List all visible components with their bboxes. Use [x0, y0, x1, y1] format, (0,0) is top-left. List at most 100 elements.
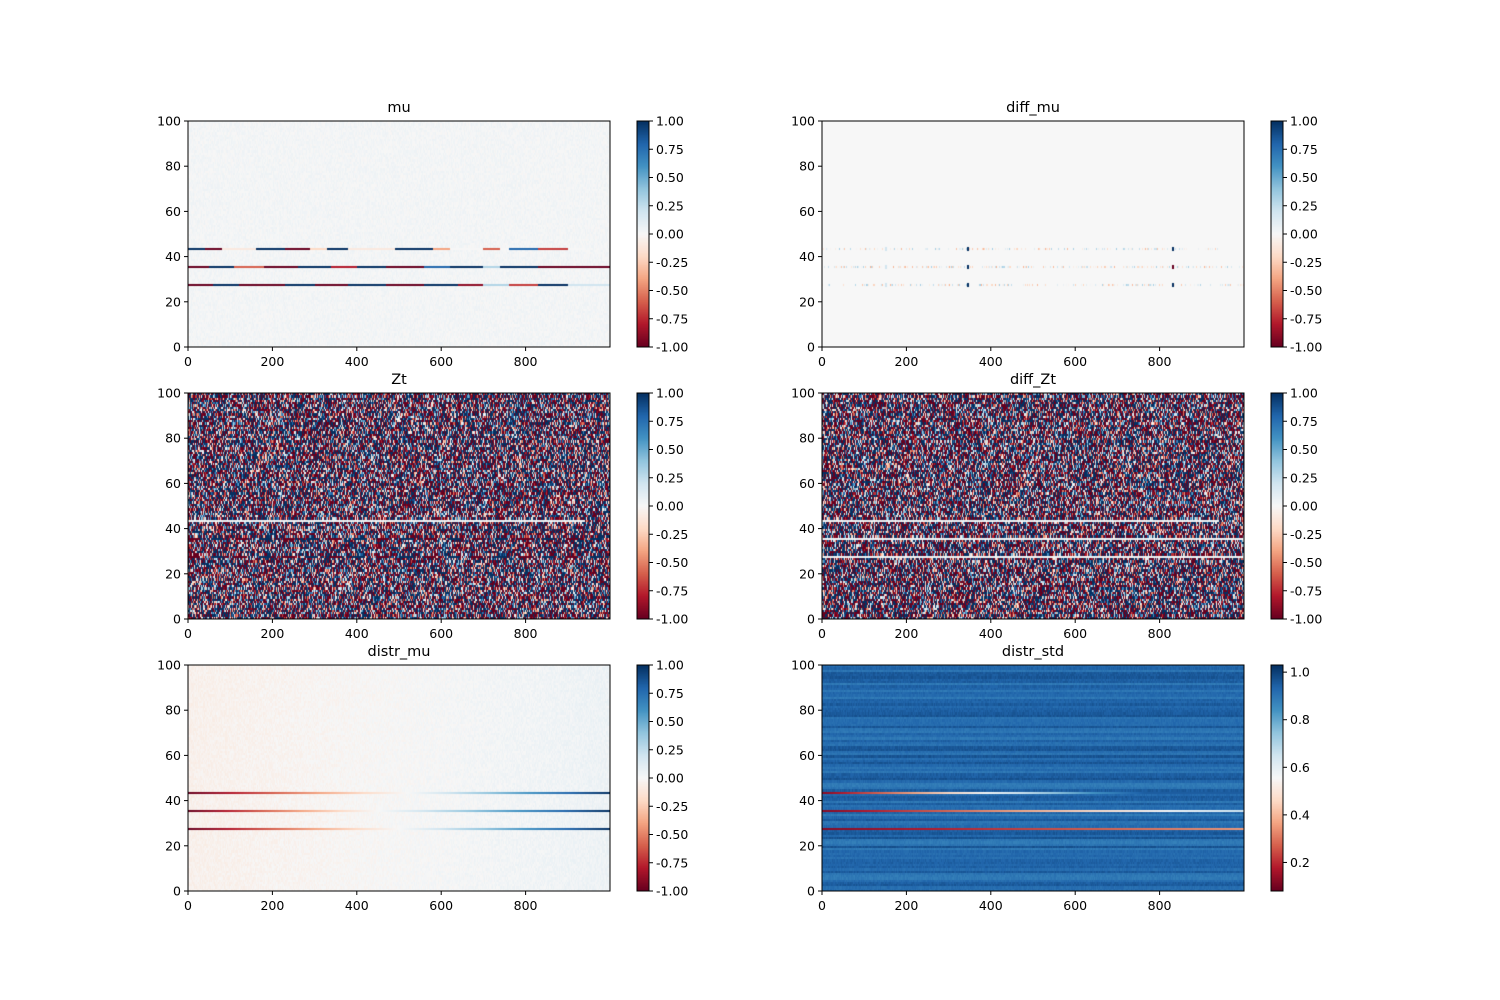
colorbar-gradient: [637, 121, 649, 347]
subplot-Zt: Zt 0 200 400 600 800 0 20 40 60 80 100 -1.00 -0.75 -0.…: [157, 372, 688, 641]
x-tick-label: 600: [1063, 626, 1087, 641]
colorbar-tick-label: 0.50: [656, 714, 684, 729]
colorbar-tick-label: 0.25: [656, 470, 684, 485]
subplot-mu: mu 0 200 400 600 800 0 20 40 60 80 100 -1.00 -0.75 -0.…: [157, 100, 688, 369]
colorbar-tick-label: -0.25: [1290, 255, 1322, 270]
subplot-distr_mu: distr_mu 0 200 400 600 800 0 20 40 60 80 100 -1.00 -0…: [157, 644, 688, 913]
heatmap-image: [822, 665, 1244, 891]
x-tick-label: 0: [818, 626, 826, 641]
colorbar-gradient: [1271, 665, 1283, 891]
x-tick-label: 200: [260, 898, 284, 913]
colorbar-tick-label: 0.00: [1290, 499, 1318, 514]
colorbar-tick-label: 0.75: [1290, 414, 1318, 429]
colorbar-tick-label: -0.25: [1290, 527, 1322, 542]
colorbar-tick-label: 0.25: [656, 198, 684, 213]
x-tick-label: 400: [979, 626, 1003, 641]
x-tick-label: 800: [514, 626, 538, 641]
colorbar: -1.00 -0.75 -0.50 -0.25 0.00 0.25 0.50 0.75 1.00: [636, 114, 688, 355]
colorbar: -1.00 -0.75 -0.50 -0.25 0.00 0.25 0.50 0.75 1.00: [636, 658, 688, 899]
y-tick-label: 20: [165, 838, 181, 853]
colorbar-tick-label: -1.00: [1290, 340, 1322, 355]
colorbar-tick-label: 0.00: [656, 499, 684, 514]
y-tick-label: 40: [799, 793, 815, 808]
colorbar-tick-label: -1.00: [656, 612, 688, 627]
x-tick-label: 600: [429, 354, 453, 369]
axes-frame: [187, 120, 611, 348]
colorbar-tick-label: -0.50: [656, 555, 688, 570]
x-tick-label: 400: [979, 898, 1003, 913]
colorbar-tick-label: -0.75: [1290, 311, 1322, 326]
x-tick-label: 200: [894, 354, 918, 369]
colorbar-tick-label: 0.2: [1290, 855, 1310, 870]
x-tick-label: 800: [514, 354, 538, 369]
colorbar-tick-label: -0.75: [656, 583, 688, 598]
colorbar-tick-label: 1.0: [1290, 665, 1310, 680]
heatmap-image: [188, 393, 610, 619]
colorbar-tick-label: 0.25: [1290, 198, 1318, 213]
x-tick-label: 600: [429, 898, 453, 913]
colorbar-tick-label: -0.50: [656, 283, 688, 298]
colorbar-tick-label: 0.00: [656, 227, 684, 242]
colorbar-tick-label: 0.50: [1290, 170, 1318, 185]
colorbar-tick-label: -1.00: [656, 340, 688, 355]
colorbar-tick-label: -0.50: [1290, 555, 1322, 570]
colorbar-tick-label: -0.75: [1290, 583, 1322, 598]
y-tick-label: 60: [165, 204, 181, 219]
subplot-diff_mu: diff_mu 0 200 400 600 800 0 20 40 60 80 100 -1.00 -0.…: [791, 100, 1322, 369]
y-tick-label: 40: [799, 521, 815, 536]
colorbar: -1.00 -0.75 -0.50 -0.25 0.00 0.25 0.50 0.75 1.00: [1270, 386, 1322, 627]
colorbar-frame: [1270, 664, 1284, 892]
y-tick-label: 60: [799, 204, 815, 219]
x-tick-label: 0: [818, 898, 826, 913]
x-tick-label: 800: [514, 898, 538, 913]
colorbar-tick-label: 1.00: [1290, 114, 1318, 129]
y-tick-label: 0: [173, 612, 181, 627]
x-tick-label: 600: [1063, 354, 1087, 369]
y-tick-label: 100: [791, 658, 815, 673]
colorbar-tick-label: -0.75: [656, 311, 688, 326]
axes-frame: [821, 664, 1245, 892]
colorbar-tick-label: -1.00: [656, 884, 688, 899]
subplot-diff_Zt: diff_Zt 0 200 400 600 800 0 20 40 60 80 100 -1.00 -0.…: [791, 372, 1322, 641]
colorbar-tick-label: 0.4: [1290, 807, 1310, 822]
colorbar-tick-label: -0.25: [656, 799, 688, 814]
x-tick-label: 0: [184, 898, 192, 913]
y-tick-label: 20: [165, 566, 181, 581]
colorbar-tick-label: 1.00: [1290, 386, 1318, 401]
y-tick-label: 60: [799, 748, 815, 763]
x-tick-label: 0: [818, 354, 826, 369]
y-tick-label: 80: [799, 159, 815, 174]
heatmap-image: [822, 393, 1244, 619]
colorbar: -1.00 -0.75 -0.50 -0.25 0.00 0.25 0.50 0.75 1.00: [636, 386, 688, 627]
x-tick-label: 800: [1148, 354, 1172, 369]
y-tick-label: 80: [799, 431, 815, 446]
x-tick-label: 200: [894, 898, 918, 913]
y-tick-label: 80: [165, 703, 181, 718]
x-tick-label: 600: [429, 626, 453, 641]
colorbar-tick-label: 0.50: [656, 170, 684, 185]
colorbar-tick-label: 1.00: [656, 658, 684, 673]
x-tick-label: 200: [894, 626, 918, 641]
colorbar-tick-label: -0.25: [656, 527, 688, 542]
x-tick-label: 400: [345, 898, 369, 913]
y-tick-label: 0: [173, 884, 181, 899]
colorbar-tick-label: 1.00: [656, 386, 684, 401]
x-tick-label: 0: [184, 354, 192, 369]
colorbar-tick-label: -1.00: [1290, 612, 1322, 627]
x-tick-label: 400: [979, 354, 1003, 369]
colorbar-gradient: [1271, 121, 1283, 347]
colorbar-tick-label: 0.8: [1290, 712, 1310, 727]
subplot-distr_std: distr_std 0 200 400 600 800 0 20 40 60 80 100 0.2 0.4…: [791, 644, 1310, 913]
y-tick-label: 60: [165, 748, 181, 763]
x-tick-label: 600: [1063, 898, 1087, 913]
colorbar: 0.2 0.4 0.6 0.8 1.0: [1270, 664, 1310, 892]
y-tick-label: 100: [791, 386, 815, 401]
colorbar: -1.00 -0.75 -0.50 -0.25 0.00 0.25 0.50 0.75 1.00: [1270, 114, 1322, 355]
y-tick-label: 0: [807, 340, 815, 355]
colorbar-tick-label: 0.6: [1290, 760, 1310, 775]
colorbar-gradient: [1271, 393, 1283, 619]
y-tick-label: 40: [799, 249, 815, 264]
y-tick-label: 20: [165, 294, 181, 309]
subplot-title: mu: [387, 100, 410, 116]
